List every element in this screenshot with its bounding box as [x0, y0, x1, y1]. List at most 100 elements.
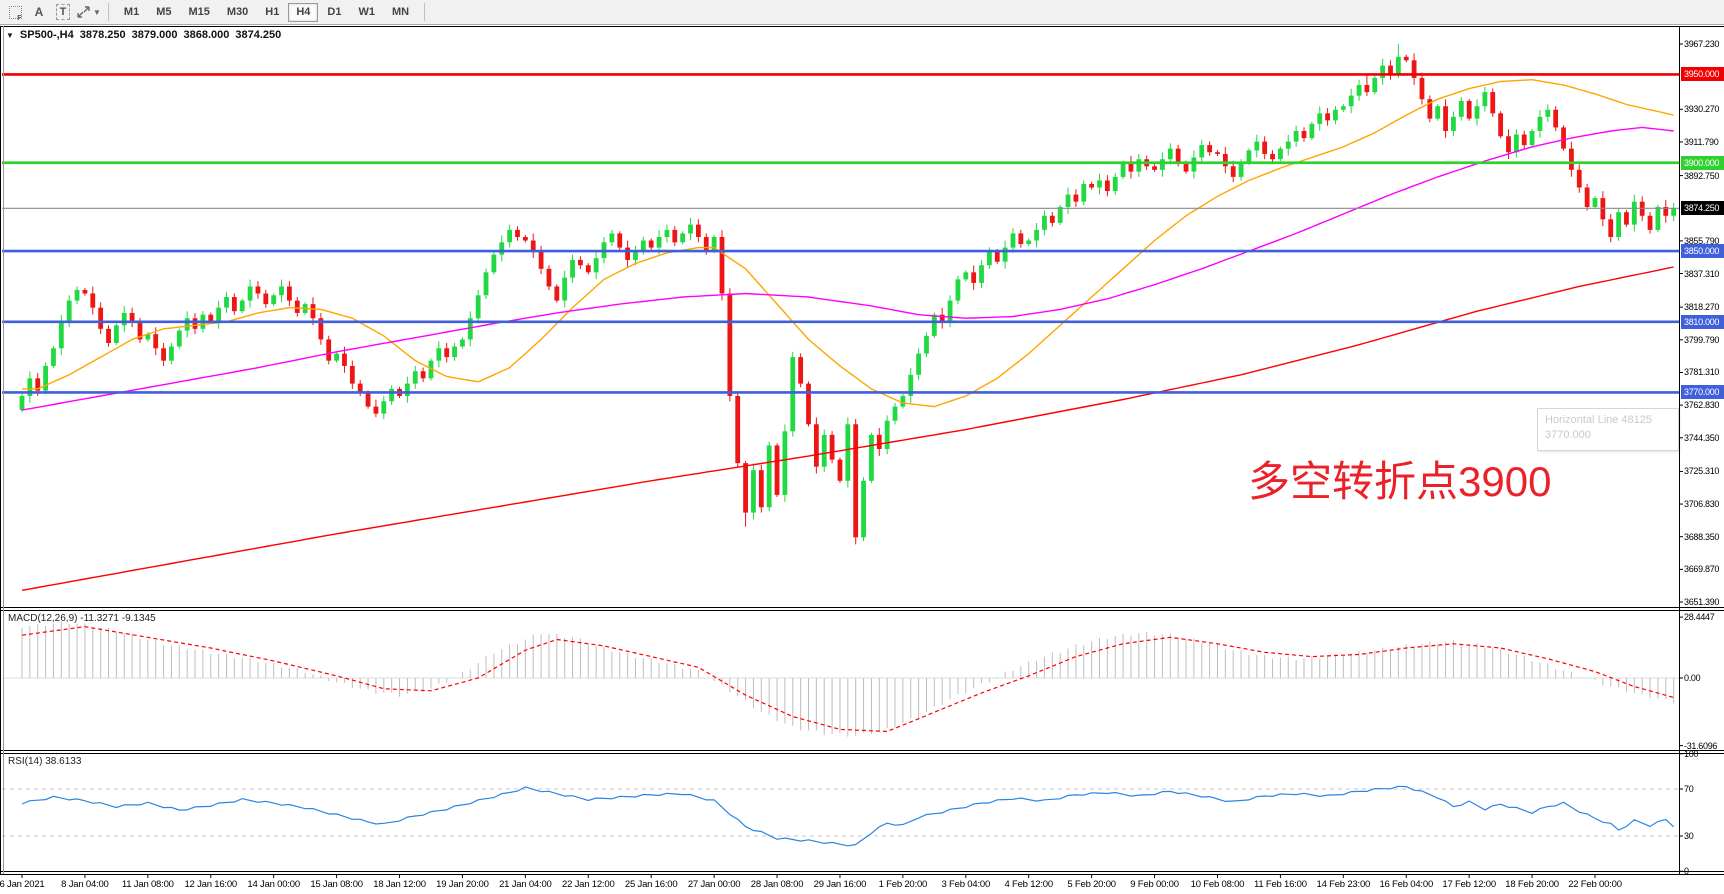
label-tool-button[interactable]: A — [28, 2, 50, 22]
timeframe-button-h4[interactable]: H4 — [288, 2, 319, 22]
time-tick-label: 14 Jan 00:00 — [247, 879, 300, 890]
symbol-timeframe-label: SP500-,H4 — [19, 29, 74, 41]
chart-header: ▼ SP500-,H4 3878.250 3879.000 3868.000 3… — [6, 29, 281, 41]
time-tick-label: 1 Feb 20:00 — [878, 879, 928, 890]
timeframe-button-h1[interactable]: H1 — [265, 6, 280, 18]
candlestick-series — [19, 44, 1677, 545]
chart-annotation-text[interactable]: 多空转折点3900 — [1248, 458, 1552, 505]
fast-ma-line[interactable] — [22, 78, 1674, 408]
price-tick-label: 3762.830 — [1684, 400, 1720, 411]
quote-close: 3874.250 — [235, 29, 282, 41]
symbol-dropdown-icon[interactable]: ▼ — [6, 30, 14, 40]
dropdown-caret-icon: ▼ — [93, 7, 101, 17]
grid-tool-button[interactable]: F — [4, 2, 26, 22]
time-tick-label: 12 Jan 16:00 — [184, 879, 238, 890]
macd-panel — [2, 621, 1679, 737]
price-tick-label: 3744.350 — [1684, 432, 1720, 443]
price-tick-label: 3930.270 — [1684, 104, 1720, 115]
medium-ma-line[interactable] — [21, 126, 1674, 411]
timeframe-button-mn[interactable]: MN — [391, 6, 410, 18]
timeframe-button-m1[interactable]: M1 — [123, 6, 140, 18]
slow-ma-line[interactable] — [21, 266, 1674, 591]
rsi-tick-label: 30 — [1684, 831, 1694, 841]
price-tick-label: 3725.310 — [1684, 466, 1720, 477]
arrows-icon — [77, 6, 90, 18]
price-tick-label: 3651.390 — [1684, 597, 1720, 607]
timeframe-button-m15[interactable]: M15 — [188, 6, 210, 18]
time-tick-label: 19 Jan 20:00 — [436, 879, 489, 890]
time-tick-label: 11 Feb 16:00 — [1253, 879, 1307, 890]
letter-a-icon: A — [34, 5, 44, 19]
time-tick-label: 4 Feb 12:00 — [1004, 879, 1053, 890]
quote-high: 3879.000 — [131, 29, 178, 41]
rsi-tick-label: 70 — [1684, 784, 1694, 794]
macd-tick-label: -31.6096 — [1684, 740, 1718, 751]
time-tick-label: 6 Jan 2021 — [0, 879, 45, 890]
macd-tick-label: 0.00 — [1684, 673, 1701, 683]
time-tick-label: 16 Feb 04:00 — [1379, 879, 1434, 890]
time-tick-label: 18 Jan 12:00 — [373, 879, 426, 890]
price-tick-label: 3706.830 — [1684, 499, 1720, 510]
rsi-line — [21, 785, 1675, 847]
timeframe-group: M1 M5 M15 M30 H1 H4 D1 W1 MN — [116, 2, 417, 22]
price-tick-label: 3967.230 — [1684, 39, 1720, 49]
text-icon: T — [55, 4, 71, 20]
price-tick-label: 3818.270 — [1684, 302, 1720, 313]
grid-icon: F — [8, 5, 22, 22]
price-tick-label: 3781.310 — [1684, 367, 1720, 378]
time-tick-label: 28 Jan 08:00 — [750, 879, 804, 890]
time-tick-label: 22 Feb 00:00 — [1568, 879, 1622, 890]
rsi-panel — [2, 785, 1679, 847]
macd-signal-line — [21, 625, 1674, 733]
time-tick-label: 27 Jan 00:00 — [687, 879, 741, 890]
time-tick-label: 25 Jan 16:00 — [624, 879, 678, 890]
time-tick-label: 18 Feb 20:00 — [1505, 879, 1559, 890]
timeframe-button-m30[interactable]: M30 — [226, 6, 249, 18]
rsi-tick-label: 0 — [1684, 866, 1689, 877]
arrows-tool-button[interactable]: ▼ — [76, 2, 101, 22]
tooltip-object-name: Horizontal Line 48125 — [1545, 414, 1653, 426]
rsi-tick-label: 100 — [1684, 748, 1699, 759]
price-tick-label: 3837.310 — [1684, 268, 1720, 279]
quote-low: 3868.000 — [183, 29, 230, 41]
price-tick-label: 3892.750 — [1684, 170, 1720, 181]
price-tick-label: 3799.790 — [1684, 334, 1720, 345]
time-tick-label: 15 Jan 08:00 — [310, 879, 363, 890]
rsi-indicator-label: RSI(14) 38.6133 — [8, 756, 82, 767]
time-tick-label: 9 Feb 00:00 — [1130, 879, 1179, 890]
time-tick-label: 10 Feb 08:00 — [1190, 879, 1245, 890]
hline-price-badge: 3900.000 — [1681, 155, 1724, 170]
hline-price-badge: 3850.000 — [1681, 244, 1724, 259]
quote-open: 3878.250 — [79, 29, 126, 41]
object-tooltip: Horizontal Line 48125 3770.000 — [1537, 408, 1679, 451]
time-tick-label: 14 Feb 23:00 — [1316, 879, 1371, 890]
time-tick-label: 22 Jan 12:00 — [561, 879, 615, 890]
time-tick-label: 5 Feb 20:00 — [1067, 879, 1116, 890]
panel-borders — [0, 26, 1724, 878]
time-tick-label: 3 Feb 04:00 — [941, 879, 991, 890]
timeframe-button-d1[interactable]: D1 — [327, 6, 342, 18]
price-tick-label: 3911.790 — [1684, 136, 1719, 147]
hline-price-badge: 3770.000 — [1681, 385, 1724, 400]
timeframe-button-w1[interactable]: W1 — [358, 6, 375, 18]
text-tool-button[interactable]: T — [52, 2, 74, 22]
price-tick-label: 3669.870 — [1684, 564, 1720, 575]
macd-indicator-label: MACD(12,26,9) -11.3271 -9.1345 — [8, 613, 156, 624]
price-tick-label: 3688.350 — [1684, 531, 1720, 542]
price-tick-label: 3855.790 — [1684, 235, 1720, 246]
toolbar-separator — [424, 3, 426, 21]
time-tick-label: 17 Feb 12:00 — [1442, 879, 1496, 890]
tooltip-object-price: 3770.000 — [1545, 429, 1591, 441]
time-tick-label: 11 Jan 08:00 — [121, 879, 174, 890]
time-tick-label: 8 Jan 04:00 — [61, 879, 109, 890]
hline-price-badge: 3810.000 — [1681, 314, 1724, 329]
toolbar-separator — [107, 3, 109, 21]
time-tick-label: 29 Jan 16:00 — [813, 879, 867, 890]
hline-price-badge: 3950.000 — [1681, 67, 1724, 82]
time-tick-label: 21 Jan 04:00 — [499, 879, 552, 890]
timeframe-button-m5[interactable]: M5 — [156, 6, 172, 18]
current-price-badge: 3874.250 — [1681, 201, 1724, 216]
macd-tick-label: 28.4447 — [1684, 612, 1715, 623]
